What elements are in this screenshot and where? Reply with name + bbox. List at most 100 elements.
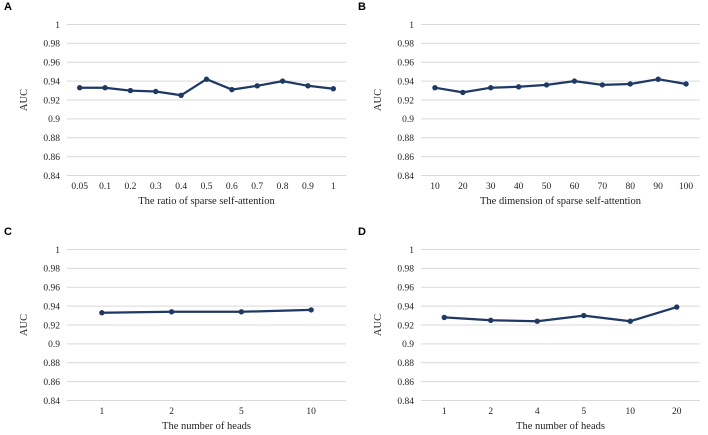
x-axis-title: The number of heads: [162, 421, 251, 432]
data-point-marker: [127, 87, 134, 94]
panel-d-letter: D: [358, 226, 367, 238]
data-point-marker: [599, 82, 606, 88]
data-point-marker: [305, 83, 311, 89]
data-point-marker: [441, 314, 447, 321]
y-tick-label: 0.9: [48, 115, 60, 125]
data-point-marker: [238, 309, 245, 315]
data-point-marker: [229, 86, 235, 93]
panel-a-letter: A: [4, 1, 13, 13]
y-tick-label: 0.88: [43, 134, 60, 144]
x-tick-label: 0.05: [71, 182, 88, 192]
y-axis-title: AUC: [19, 89, 30, 111]
panel-c-letter: C: [4, 226, 13, 238]
y-tick-label: 0.86: [397, 153, 414, 163]
data-point-marker: [627, 318, 633, 324]
y-tick-label: 0.92: [397, 96, 414, 106]
x-tick-label: 0.6: [226, 182, 238, 192]
x-tick-label: 2: [169, 407, 174, 417]
x-tick-label: 2: [488, 407, 493, 417]
y-tick-label: 0.9: [402, 340, 414, 350]
data-line: [100, 308, 313, 314]
x-tick-label: 90: [653, 182, 663, 192]
x-tick-label: 0.9: [302, 182, 314, 192]
x-tick-label: 60: [570, 182, 580, 192]
y-tick-label: 0.84: [397, 397, 414, 407]
x-tick-label: 100: [679, 182, 694, 192]
y-tick-label: 0.94: [43, 77, 60, 87]
y-tick-label: 0.96: [43, 284, 60, 294]
x-tick-label: 1: [100, 407, 105, 417]
y-tick-label: 0.92: [43, 96, 60, 106]
chart-b-auc-vs-dimension: 1 0.98 0.96 0.94 0.92 0.9 0.88 0.86 0.84 10 20 30 40…: [373, 21, 700, 207]
x-tick-label: 10: [306, 407, 316, 417]
data-point-marker: [515, 84, 522, 90]
data-point-marker: [99, 310, 105, 316]
y-tick-label: 1: [55, 21, 60, 31]
y-tick-label: 1: [409, 246, 414, 256]
y-tick-label: 0.88: [397, 359, 414, 369]
data-point-marker: [571, 78, 578, 84]
y-tick-label: 0.98: [397, 40, 414, 50]
data-point-marker: [153, 88, 159, 95]
y-tick-label: 0.9: [402, 115, 414, 125]
data-point-marker: [308, 307, 314, 313]
x-tick-label: 0.3: [150, 182, 162, 192]
x-tick-label: 50: [542, 182, 552, 192]
x-tick-label: 30: [486, 182, 496, 192]
panel-c: C 1 0.98 0.96 0.94 0.92 0.9 0.88 0.86 0.84 1 2 5 10 T…: [0, 218, 354, 435]
x-tick-label: 70: [598, 182, 608, 192]
x-tick-label: 20: [458, 182, 468, 192]
y-tick-label: 0.9: [48, 340, 60, 350]
y-tick-label: 0.98: [397, 265, 414, 275]
panel-b: B 1 0.98 0.96 0.94 0.92 0.9 0.88 0.86 0.84 10 20 30…: [354, 0, 708, 217]
x-axis-title: The dimension of sparse self-attention: [480, 196, 642, 207]
data-point-marker: [460, 89, 466, 96]
x-tick-label: 80: [626, 182, 636, 192]
x-tick-label: 1: [442, 407, 447, 417]
y-tick-label: 0.94: [397, 77, 414, 87]
data-point-marker: [76, 85, 83, 91]
panel-d: D 1 0.98 0.96 0.94 0.92 0.9 0.88 0.86 0.84 1 2 4 5 10…: [354, 218, 708, 435]
x-tick-label: 0.4: [175, 182, 187, 192]
y-tick-label: 0.98: [43, 40, 60, 50]
x-tick-label: 20: [672, 407, 682, 417]
data-point-marker: [102, 85, 108, 91]
y-tick-label: 0.84: [43, 397, 60, 407]
x-tick-label: 40: [514, 182, 524, 192]
y-tick-label: 0.88: [43, 359, 60, 369]
x-tick-label: 0.1: [99, 182, 111, 192]
data-point-marker: [534, 318, 540, 324]
x-tick-label: 5: [581, 407, 586, 417]
y-tick-label: 0.96: [43, 59, 60, 69]
panel-a: A 1 0.98 0.96 0.94 0.92 0.9 0.88 0.86 0.84 0.05 0.…: [0, 0, 354, 217]
x-tick-label: 10: [430, 182, 440, 192]
data-point-marker: [655, 76, 661, 82]
chart-c-auc-vs-heads: 1 0.98 0.96 0.94 0.92 0.9 0.88 0.86 0.84 1 2 5 10 The…: [19, 246, 346, 432]
data-line: [433, 78, 688, 94]
y-tick-label: 0.96: [397, 59, 414, 69]
panel-b-letter: B: [358, 1, 367, 13]
data-point-marker: [168, 309, 175, 315]
y-tick-label: 0.98: [43, 265, 60, 275]
y-tick-label: 0.92: [43, 321, 60, 331]
y-axis-title: AUC: [19, 314, 30, 336]
x-tick-label: 5: [239, 407, 244, 417]
y-tick-label: 0.84: [397, 172, 414, 182]
data-point-marker: [432, 85, 438, 91]
y-tick-label: 1: [409, 21, 414, 31]
chart-d-auc-vs-heads: 1 0.98 0.96 0.94 0.92 0.9 0.88 0.86 0.84 1 2 4 5 10 20…: [373, 246, 700, 432]
x-tick-label: 1: [331, 182, 336, 192]
y-axis-title: AUC: [373, 314, 384, 336]
y-axis-title: AUC: [373, 89, 384, 111]
y-tick-label: 0.84: [43, 172, 60, 182]
data-point-marker: [254, 83, 260, 89]
data-point-marker: [488, 85, 494, 91]
x-tick-label: 0.5: [201, 182, 213, 192]
data-point-marker: [203, 76, 210, 82]
y-tick-label: 1: [55, 246, 60, 256]
data-point-marker: [279, 78, 286, 84]
y-tick-label: 0.96: [397, 284, 414, 294]
data-point-marker: [543, 82, 550, 88]
data-line: [443, 305, 678, 323]
